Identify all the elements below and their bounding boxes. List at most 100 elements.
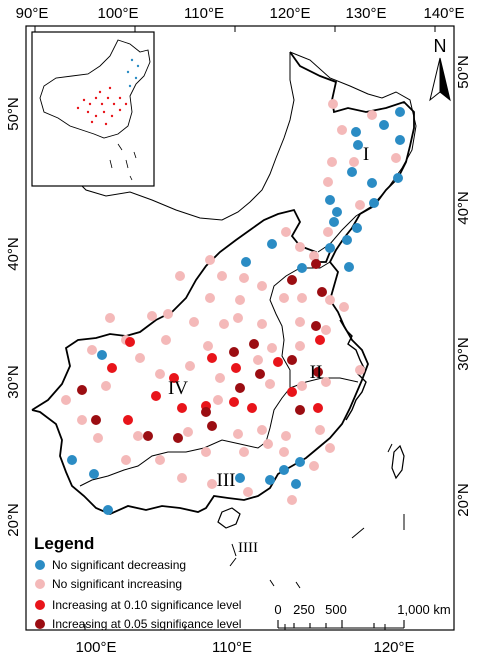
scale-label: 250 bbox=[293, 602, 315, 617]
station-no-sig-increasing bbox=[177, 473, 187, 483]
station-no-sig-increasing bbox=[233, 313, 243, 323]
station-no-sig-increasing bbox=[93, 433, 103, 443]
station-increasing-010 bbox=[247, 403, 257, 413]
station-no-sig-decreasing bbox=[369, 198, 379, 208]
station-increasing-005 bbox=[173, 433, 183, 443]
legend-item: Increasing at 0.10 significance level bbox=[35, 598, 241, 612]
station-no-sig-increasing bbox=[205, 293, 215, 303]
lat-label: 40°N bbox=[455, 191, 472, 225]
north-arrow: N bbox=[429, 36, 451, 102]
station-no-sig-decreasing bbox=[395, 135, 405, 145]
station-increasing-005 bbox=[287, 275, 297, 285]
station-no-sig-increasing bbox=[217, 271, 227, 281]
station-no-sig-increasing bbox=[295, 242, 305, 252]
legend-title: Legend bbox=[34, 534, 94, 553]
inset-map bbox=[31, 31, 155, 187]
station-no-sig-increasing bbox=[263, 439, 273, 449]
station-no-sig-increasing bbox=[355, 200, 365, 210]
right-latitude-labels: 50°N 40°N 30°N 20°N bbox=[455, 55, 472, 517]
station-no-sig-increasing bbox=[315, 425, 325, 435]
station-no-sig-decreasing bbox=[344, 262, 354, 272]
station-no-sig-increasing bbox=[213, 395, 223, 405]
station-increasing-010 bbox=[169, 373, 179, 383]
station-no-sig-increasing bbox=[175, 271, 185, 281]
station-no-sig-increasing bbox=[328, 99, 338, 109]
station-no-sig-decreasing bbox=[235, 473, 245, 483]
lon-label: 120°E bbox=[269, 5, 310, 22]
station-no-sig-increasing bbox=[297, 381, 307, 391]
scale-label: 1,000 km bbox=[397, 602, 450, 617]
station-no-sig-increasing bbox=[77, 415, 87, 425]
region-label-I: I bbox=[363, 144, 369, 165]
station-no-sig-increasing bbox=[239, 447, 249, 457]
station-no-sig-increasing bbox=[239, 273, 249, 283]
lat-label: 20°N bbox=[455, 483, 472, 517]
station-increasing-005 bbox=[287, 355, 297, 365]
station-no-sig-decreasing bbox=[352, 223, 362, 233]
lat-label: 30°N bbox=[455, 337, 472, 371]
station-increasing-010 bbox=[125, 337, 135, 347]
station-no-sig-increasing bbox=[265, 379, 275, 389]
station-no-sig-increasing bbox=[61, 395, 71, 405]
station-no-sig-increasing bbox=[163, 309, 173, 319]
lon-label: 90°E bbox=[16, 5, 49, 22]
station-no-sig-increasing bbox=[309, 251, 319, 261]
south-sea-islands bbox=[229, 443, 405, 589]
lat-label: 50°N bbox=[455, 55, 472, 89]
legend-label: Increasing at 0.05 significance level bbox=[52, 617, 241, 631]
station-increasing-005 bbox=[255, 369, 265, 379]
station-no-sig-increasing bbox=[279, 447, 289, 457]
scale-bar: 0 250 500 1,000 km bbox=[274, 602, 451, 629]
station-no-sig-increasing bbox=[321, 325, 331, 335]
lon-label: 110°E bbox=[184, 5, 224, 22]
lat-label: 50°N bbox=[5, 97, 22, 131]
lon-label: 100°E bbox=[75, 639, 116, 656]
lat-label: 40°N bbox=[5, 237, 22, 271]
station-no-sig-increasing bbox=[257, 425, 267, 435]
legend-label: Increasing at 0.10 significance level bbox=[52, 598, 241, 612]
station-increasing-010 bbox=[151, 391, 161, 401]
station-no-sig-increasing bbox=[147, 311, 157, 321]
station-increasing-010 bbox=[273, 357, 283, 367]
station-no-sig-decreasing bbox=[67, 455, 77, 465]
legend-swatch bbox=[35, 619, 45, 629]
station-no-sig-increasing bbox=[327, 157, 337, 167]
station-no-sig-increasing bbox=[135, 353, 145, 363]
station-increasing-010 bbox=[287, 387, 297, 397]
station-increasing-005 bbox=[229, 347, 239, 357]
station-no-sig-decreasing bbox=[103, 505, 113, 515]
station-no-sig-increasing bbox=[243, 487, 253, 497]
station-no-sig-increasing bbox=[391, 153, 401, 163]
legend-item: No significant decreasing bbox=[35, 558, 186, 572]
station-increasing-010 bbox=[315, 335, 325, 345]
station-no-sig-increasing bbox=[337, 125, 347, 135]
station-no-sig-increasing bbox=[267, 343, 277, 353]
region-label-II: II bbox=[310, 362, 323, 383]
legend-item: Increasing at 0.05 significance level bbox=[35, 617, 241, 631]
station-no-sig-increasing bbox=[295, 317, 305, 327]
station-no-sig-increasing bbox=[205, 255, 215, 265]
taiwan-island bbox=[391, 444, 405, 480]
station-no-sig-decreasing bbox=[325, 195, 335, 205]
station-increasing-010 bbox=[231, 363, 241, 373]
station-increasing-005 bbox=[77, 385, 87, 395]
station-no-sig-decreasing bbox=[279, 465, 289, 475]
station-increasing-005 bbox=[207, 421, 217, 431]
station-no-sig-increasing bbox=[367, 110, 377, 120]
station-no-sig-increasing bbox=[189, 317, 199, 327]
station-no-sig-increasing bbox=[233, 429, 243, 439]
legend: Legend No significant decreasing No sign… bbox=[34, 534, 241, 631]
station-no-sig-increasing bbox=[323, 227, 333, 237]
station-no-sig-increasing bbox=[105, 313, 115, 323]
north-label: N bbox=[434, 36, 447, 56]
station-no-sig-decreasing bbox=[265, 475, 275, 485]
station-no-sig-increasing bbox=[287, 495, 297, 505]
scale-label: 500 bbox=[325, 602, 347, 617]
station-no-sig-increasing bbox=[325, 443, 335, 453]
station-increasing-005 bbox=[143, 431, 153, 441]
lon-label: 100°E bbox=[97, 5, 138, 22]
region-label-III: III bbox=[217, 470, 236, 491]
station-no-sig-decreasing bbox=[353, 140, 363, 150]
region-labels: I II III IV IIII bbox=[168, 144, 369, 556]
station-increasing-005 bbox=[317, 287, 327, 297]
